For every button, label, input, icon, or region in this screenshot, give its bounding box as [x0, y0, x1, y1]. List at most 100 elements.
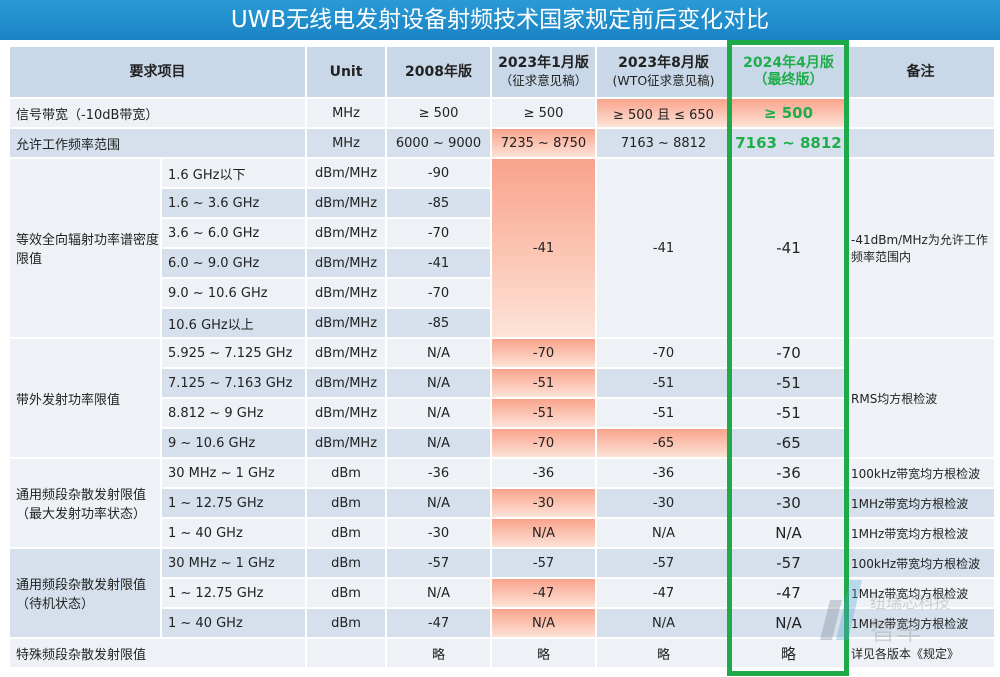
value-2023-aug: -57: [597, 549, 730, 577]
value-2008: 略: [387, 639, 490, 667]
band-label: 1.6 GHz以下: [162, 159, 305, 187]
value-2024-apr: -41: [732, 159, 845, 337]
band-label: 1.6 ~ 3.6 GHz: [162, 189, 305, 217]
value-2024-apr: -57: [732, 549, 845, 577]
table-row: 7.125 ~ 7.163 GHz dBm/MHz N/A -51 -51 -51: [10, 369, 994, 397]
value-2024-apr: 略: [732, 639, 845, 667]
value-2008: N/A: [387, 399, 490, 427]
header-2024-apr-title: 2024年4月版: [743, 55, 834, 71]
page-title: UWB无线电发射设备射频技术国家规定前后变化对比: [0, 0, 1000, 40]
value-2024-apr: -30: [732, 489, 845, 517]
value-2008: -57: [387, 549, 490, 577]
header-2023-jan-title: 2023年1月版: [498, 55, 589, 71]
value-2023-jan: N/A: [492, 519, 595, 547]
value-2023-jan: 略: [492, 639, 595, 667]
table-row: 9.0 ~ 10.6 GHz dBm/MHz -70: [10, 279, 994, 307]
unit-cell: dBm/MHz: [307, 219, 385, 247]
value-2008: -85: [387, 309, 490, 337]
value-2023-aug: ≥ 500 且 ≤ 650: [597, 99, 730, 127]
header-unit: Unit: [307, 47, 385, 97]
value-2023-jan: -57: [492, 549, 595, 577]
value-2008: -30: [387, 519, 490, 547]
band-label: 1 ~ 40 GHz: [162, 609, 305, 637]
value-2023-jan: ≥ 500: [492, 99, 595, 127]
note-cell: 1MHz带宽均方根检波: [847, 519, 994, 547]
note-cell: 1MHz带宽均方根检波: [847, 609, 994, 637]
header-2023-aug-title: 2023年8月版: [618, 55, 709, 71]
value-2023-aug: -47: [597, 579, 730, 607]
table-row: 3.6 ~ 6.0 GHz dBm/MHz -70: [10, 219, 994, 247]
table-row: 等效全向辐射功率谱密度限值 1.6 GHz以下 dBm/MHz -90 -41 -41 -4…: [10, 159, 994, 337]
table-row: 1 ~ 40 GHz dBm -47 N/A N/A N/A 1MHz带宽均方根检波: [10, 609, 994, 637]
value-2008: ≥ 500: [387, 99, 490, 127]
unit-cell: dBm/MHz: [307, 399, 385, 427]
band-label: 10.6 GHz以上: [162, 309, 305, 337]
unit-cell: dBm/MHz: [307, 339, 385, 367]
value-2023-jan: -36: [492, 459, 595, 487]
note-cell: [847, 99, 994, 127]
value-2023-aug: -70: [597, 339, 730, 367]
unit-cell: MHz: [307, 99, 385, 127]
value-2023-jan: -51: [492, 369, 595, 397]
note-cell: 1MHz带宽均方根检波: [847, 579, 994, 607]
unit-cell: dBm/MHz: [307, 279, 385, 307]
band-label: 6.0 ~ 9.0 GHz: [162, 249, 305, 277]
value-2024-apr: -51: [732, 369, 845, 397]
value-2023-jan: -30: [492, 489, 595, 517]
table-row: 1 ~ 12.75 GHz dBm N/A -30 -30 -30 1MHz带宽均方根检波: [10, 489, 994, 517]
unit-cell: dBm: [307, 519, 385, 547]
item-label: 通用频段杂散发射限值: [16, 488, 147, 503]
header-row: 要求项目 Unit 2008年版 2023年1月版 （征求意见稿） 2023年8月…: [10, 47, 994, 97]
band-label: 8.812 ~ 9 GHz: [162, 399, 305, 427]
table-row: 信号带宽（-10dB带宽） MHz ≥ 500 ≥ 500 ≥ 500 且 ≤ 650 ≥…: [10, 99, 994, 127]
value-2023-jan: 7235 ~ 8750: [492, 129, 595, 157]
item-label: 特殊频段杂散发射限值: [10, 639, 305, 667]
value-2023-jan: -70: [492, 339, 595, 367]
header-2008: 2008年版: [387, 47, 490, 97]
value-2023-aug: -41: [597, 159, 730, 337]
band-label: 30 MHz ~ 1 GHz: [162, 549, 305, 577]
unit-cell: dBm/MHz: [307, 309, 385, 337]
value-2023-aug: -65: [597, 429, 730, 457]
group-label: 带外发射功率限值: [10, 339, 160, 457]
value-2024-apr: N/A: [732, 609, 845, 637]
value-2008: N/A: [387, 369, 490, 397]
value-2008: -36: [387, 459, 490, 487]
band-label: 1 ~ 40 GHz: [162, 519, 305, 547]
unit-cell: dBm: [307, 579, 385, 607]
item-sublabel: （最大发射功率状态）: [16, 507, 147, 522]
value-2023-jan: -47: [492, 579, 595, 607]
value-2023-aug: N/A: [597, 519, 730, 547]
value-2008: 6000 ~ 9000: [387, 129, 490, 157]
group-label: 等效全向辐射功率谱密度限值: [10, 159, 160, 337]
band-label: 1 ~ 12.75 GHz: [162, 489, 305, 517]
band-label: 1 ~ 12.75 GHz: [162, 579, 305, 607]
header-note: 备注: [847, 47, 994, 97]
unit-cell: dBm: [307, 549, 385, 577]
value-2024-apr: -70: [732, 339, 845, 367]
band-label: 9.0 ~ 10.6 GHz: [162, 279, 305, 307]
value-2023-jan: -41: [492, 159, 595, 337]
value-2023-aug: -51: [597, 399, 730, 427]
table-row: 8.812 ~ 9 GHz dBm/MHz N/A -51 -51 -51: [10, 399, 994, 427]
header-2023-jan-sub: （征求意见稿）: [499, 73, 588, 88]
group-label: 通用频段杂散发射限值 （待机状态）: [10, 549, 160, 637]
value-2024-apr: -36: [732, 459, 845, 487]
note-cell: 100kHz带宽均方根检波: [847, 459, 994, 487]
value-2024-apr: -51: [732, 399, 845, 427]
value-2023-aug: -30: [597, 489, 730, 517]
value-2008: -47: [387, 609, 490, 637]
unit-cell: dBm/MHz: [307, 429, 385, 457]
band-label: 7.125 ~ 7.163 GHz: [162, 369, 305, 397]
header-2023-aug: 2023年8月版 (WTO征求意见稿): [597, 47, 730, 97]
value-2024-apr: 7163 ~ 8812: [732, 129, 845, 157]
item-sublabel: （待机状态）: [16, 597, 95, 612]
header-2024-apr: 2024年4月版 （最终版）: [732, 47, 845, 97]
value-2024-apr: N/A: [732, 519, 845, 547]
table-row: 9 ~ 10.6 GHz dBm/MHz N/A -70 -65 -65: [10, 429, 994, 457]
table-row: 1 ~ 12.75 GHz dBm N/A -47 -47 -47 1MHz带宽均方根检波: [10, 579, 994, 607]
value-2008: N/A: [387, 489, 490, 517]
header-2023-aug-sub: (WTO征求意见稿): [612, 73, 715, 88]
unit-cell: dBm/MHz: [307, 189, 385, 217]
group-label: 通用频段杂散发射限值 （最大发射功率状态）: [10, 459, 160, 547]
